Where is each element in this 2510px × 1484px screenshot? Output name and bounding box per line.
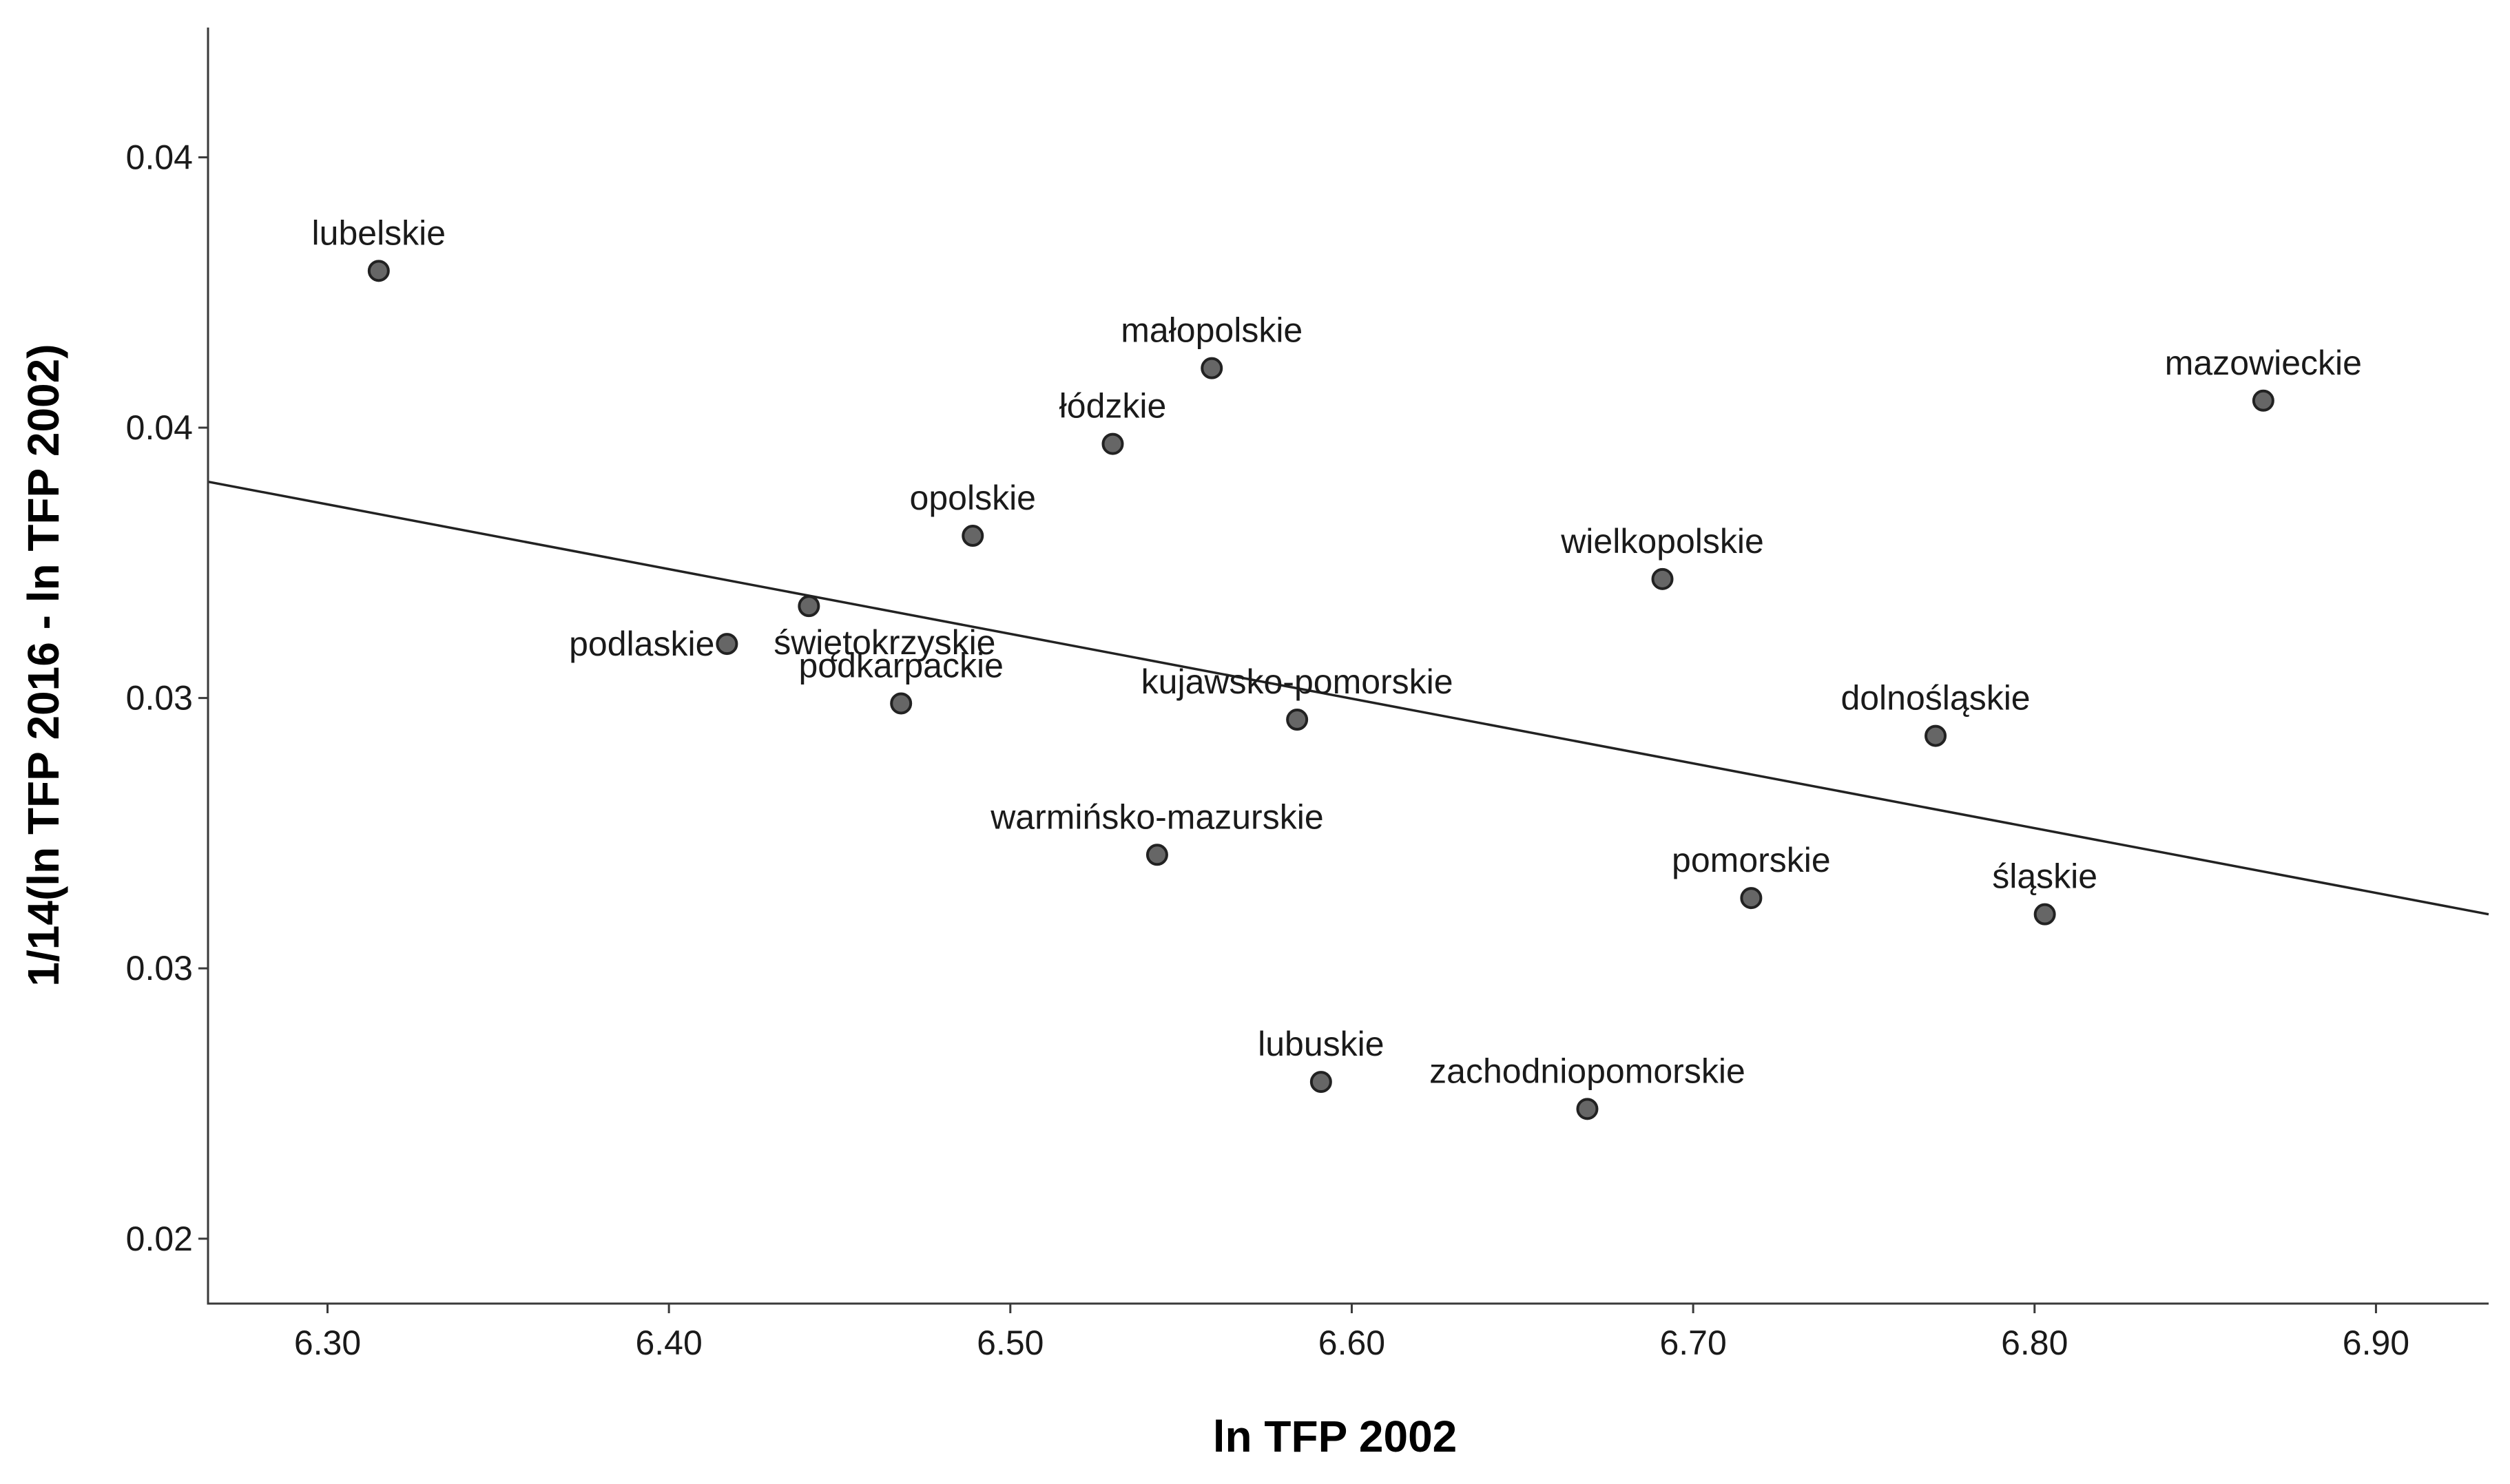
y-tick-label: 0.03 — [126, 949, 193, 987]
data-point-label: warmińsko-mazurskie — [990, 797, 1323, 836]
data-point-label: podlaskie — [569, 625, 714, 663]
data-point — [1651, 567, 1674, 590]
data-point — [716, 633, 738, 656]
y-tick-label: 0.02 — [126, 1220, 193, 1258]
data-point-label: pomorskie — [1672, 841, 1831, 879]
data-point — [1576, 1098, 1599, 1120]
data-point-label: śląskie — [1992, 857, 2097, 896]
data-point-label: lubelskie — [312, 213, 446, 252]
x-tick-label: 6.90 — [2343, 1324, 2409, 1362]
y-tick-label: 0.04 — [126, 408, 193, 447]
data-point — [2033, 903, 2056, 926]
data-point-label: opolskie — [910, 479, 1036, 517]
x-axis-title: ln TFP 2002 — [1213, 1412, 1458, 1461]
data-point — [1740, 887, 1763, 910]
x-axis-ticks: 6.30 6.40 6.50 6.60 6.70 6.80 6.90 — [294, 1304, 2409, 1362]
data-point-label: zachodniopomorskie — [1429, 1052, 1745, 1090]
data-point-label: dolnośląskie — [1840, 679, 2030, 718]
data-point — [367, 260, 390, 282]
data-point — [890, 692, 913, 715]
data-point-label: łódzkie — [1059, 387, 1167, 426]
data-point — [1145, 844, 1168, 866]
data-point — [1286, 709, 1309, 731]
y-axis-title: 1/14(ln TFP 2016 - ln TFP 2002) — [19, 344, 68, 986]
regression-fit-line — [207, 480, 2489, 916]
data-point — [1925, 724, 1947, 747]
data-point — [1309, 1071, 1332, 1094]
data-point-label: mazowieckie — [2165, 344, 2362, 382]
data-point — [1101, 432, 1124, 455]
data-point — [2252, 389, 2274, 412]
data-point-label: kujawsko-pomorskie — [1141, 662, 1453, 701]
y-axis-ticks: 0.02 0.03 0.03 0.04 0.04 — [126, 138, 208, 1258]
data-point-labels: lubelskie małopolskie łódzkie mazowieckie op… — [312, 213, 2362, 1090]
data-point-label: podkarpackie — [798, 646, 1003, 684]
x-tick-label: 6.50 — [977, 1324, 1044, 1362]
data-point-label: lubuskie — [1258, 1025, 1384, 1063]
x-tick-label: 6.70 — [1659, 1324, 1726, 1362]
axis-frame — [207, 28, 2489, 1305]
data-point — [798, 595, 820, 618]
data-point-label: świętokrzyskie — [774, 623, 995, 662]
data-point-label: wielkopolskie — [1560, 522, 1764, 561]
data-point — [962, 525, 984, 547]
data-points — [367, 260, 2274, 1120]
y-tick-label: 0.04 — [126, 138, 193, 176]
y-tick-label: 0.03 — [126, 679, 193, 718]
data-point-label: małopolskie — [1121, 311, 1303, 350]
x-tick-label: 6.60 — [1318, 1324, 1385, 1362]
x-tick-label: 6.40 — [635, 1324, 702, 1362]
data-point — [1201, 357, 1223, 379]
x-tick-label: 6.30 — [294, 1324, 361, 1362]
x-tick-label: 6.80 — [2001, 1324, 2068, 1362]
